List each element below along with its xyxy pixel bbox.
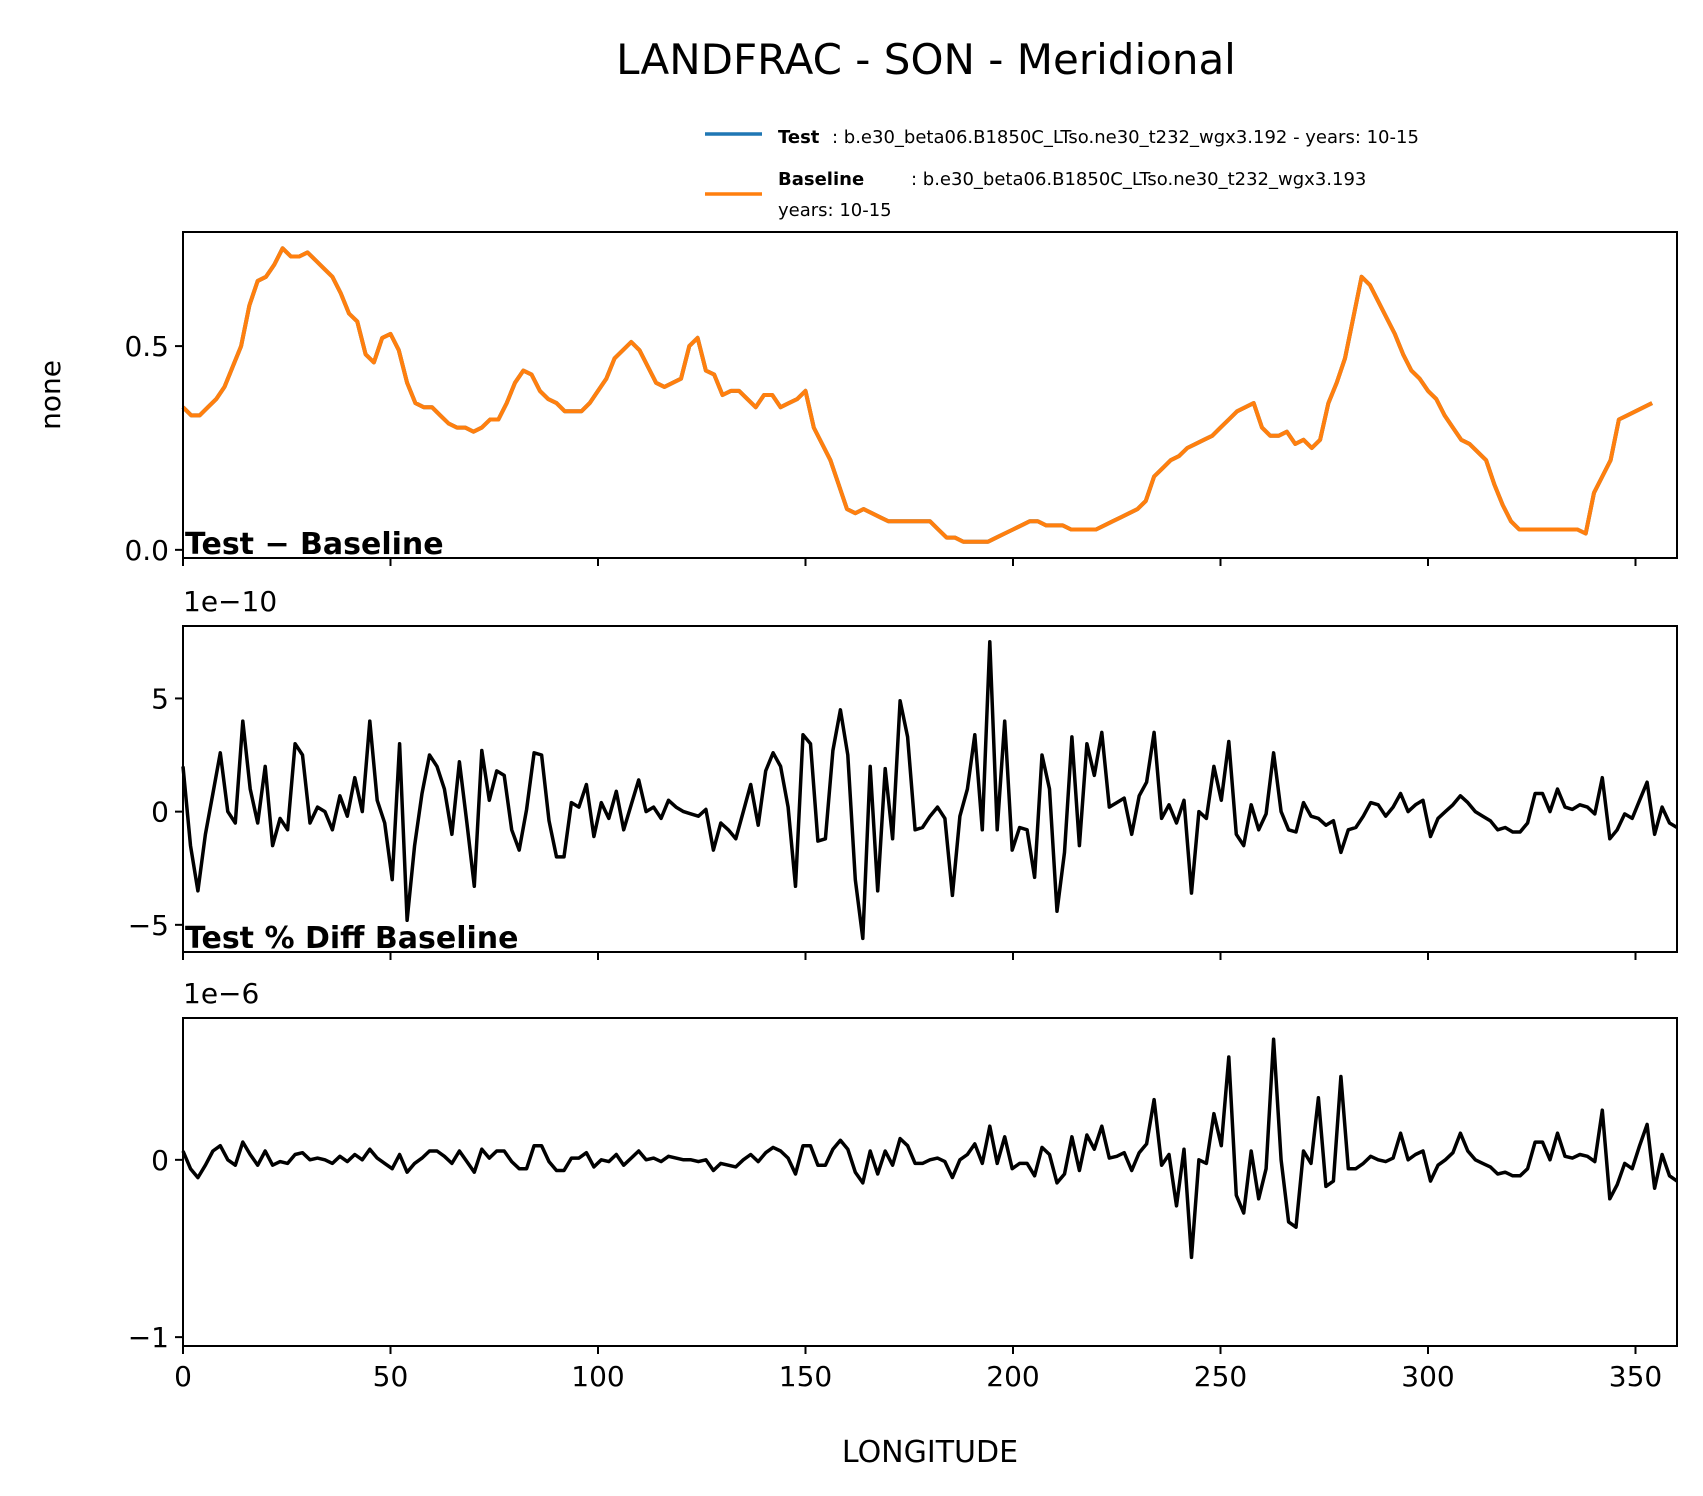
legend-baseline-name: Baseline <box>778 169 864 190</box>
panel-pct-offset: 1e−6 <box>183 977 259 1010</box>
x-axis-label: LONGITUDE <box>842 1435 1018 1470</box>
panel-diff-offset: 1e−10 <box>183 585 277 618</box>
panel-diff-frame <box>182 625 1678 953</box>
series-line-test-baseline <box>181 640 1678 941</box>
y-tick-label: 0 <box>151 1144 169 1177</box>
panel-pct-label: Test % Diff Baseline <box>185 921 519 956</box>
series-line-test-diff-baseline <box>181 1037 1679 1260</box>
x-tick-label: 150 <box>779 1360 832 1393</box>
y-tick-label: 5 <box>151 682 169 715</box>
y-tick-label: 0.0 <box>124 534 169 567</box>
panel-top-ylabel: none <box>34 360 67 430</box>
x-tick-label: 50 <box>373 1360 409 1393</box>
x-tick-label: 250 <box>1194 1360 1247 1393</box>
x-tick-label: 200 <box>986 1360 1039 1393</box>
legend-test-text: : b.e30_beta06.B1850C_LTso.ne30_t232_wgx… <box>832 127 1419 148</box>
legend: Test : b.e30_beta06.B1850C_LTso.ne30_t23… <box>705 127 1419 221</box>
panel-pct-frame <box>182 1017 1678 1347</box>
legend-baseline-years: years: 10-15 <box>778 200 892 221</box>
x-tick-label: 300 <box>1401 1360 1454 1393</box>
panel-top-frame <box>182 231 1678 559</box>
x-tick-label: 0 <box>174 1360 192 1393</box>
legend-test-name: Test <box>778 127 820 148</box>
panel-diff: Test − Baseline 1e−10 −5 0 5 <box>128 527 1678 960</box>
panel-diff-lines <box>181 640 1678 941</box>
x-tick-label: 350 <box>1609 1360 1662 1393</box>
y-tick-label: −1 <box>128 1321 169 1354</box>
panel-diff-label: Test − Baseline <box>185 527 444 562</box>
panel-pct-lines <box>181 1037 1679 1260</box>
panel-pct-ticks: −100 50 100 150 200 250 300 350 <box>128 1144 1663 1393</box>
figure-title: LANDFRAC - SON - Meridional <box>616 35 1236 84</box>
panel-pct: Test % Diff Baseline 1e−6 −100 50 100 150 20… <box>128 921 1679 1393</box>
y-tick-label: 0.5 <box>124 330 169 363</box>
panel-top-lines <box>181 246 1653 544</box>
x-tick-label: 100 <box>571 1360 624 1393</box>
legend-baseline-text: : b.e30_beta06.B1850C_LTso.ne30_t232_wgx… <box>911 169 1366 190</box>
y-tick-label: 0 <box>151 796 169 829</box>
panel-diff-ticks: −5 0 5 <box>128 682 1637 960</box>
y-tick-label: −5 <box>128 909 169 942</box>
panel-top: 0.0 0.5 none <box>34 231 1678 567</box>
series-line-baseline <box>181 246 1653 544</box>
panel-top-ticks: 0.0 0.5 <box>124 330 1637 567</box>
